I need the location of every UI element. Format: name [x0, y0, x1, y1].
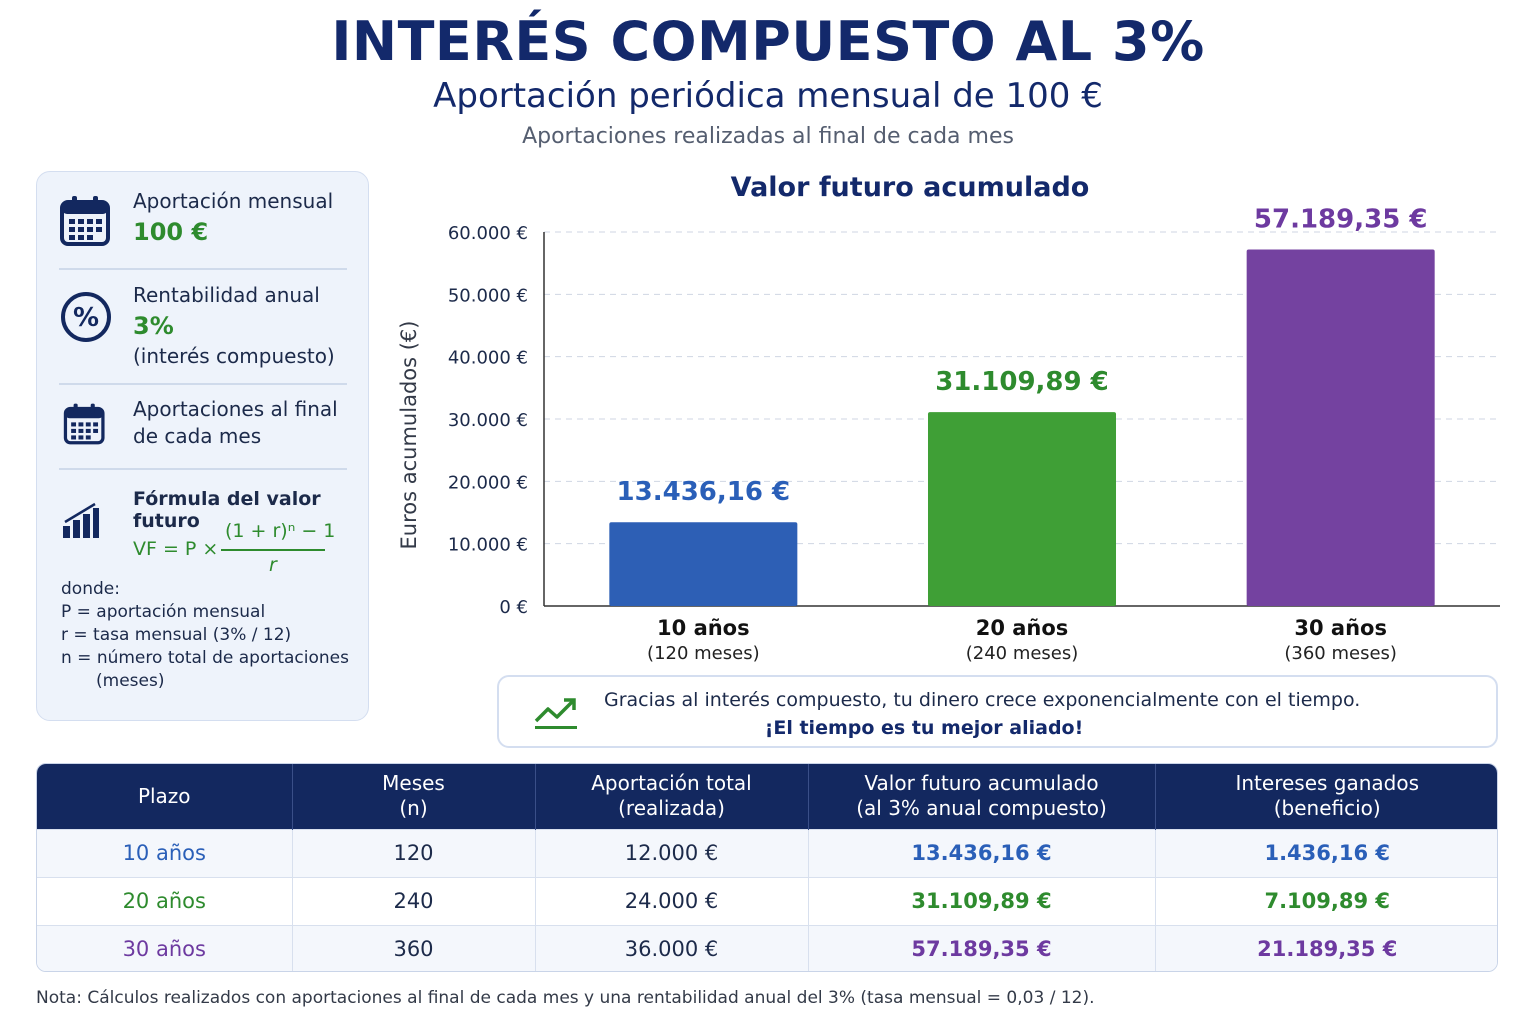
info-panel: Aportación mensual 100 € % Rentabilidad …: [36, 171, 369, 721]
formula: VF = P × (1 + r)ⁿ − 1 r: [133, 520, 363, 580]
timing-line2: de cada mes: [133, 424, 262, 448]
cell-meses: 120: [292, 828, 536, 877]
cell-intereses: 1.436,16 €: [1155, 828, 1497, 877]
summary-table: Plazo Meses (n) Aportación total (realizad…: [36, 763, 1498, 972]
where-n: n = número total de aportaciones: [61, 648, 349, 668]
x-tick-sublabel: (360 meses): [1284, 643, 1397, 664]
where-r: r = tasa mensual (3% / 12): [61, 625, 292, 645]
where-n2: (meses): [96, 671, 165, 691]
cell-aportacion: 36.000 €: [535, 924, 809, 971]
y-tick-label: 20.000 €: [448, 472, 528, 493]
header-plazo: Plazo: [37, 764, 293, 829]
rate-value: 3%: [133, 312, 174, 340]
timing-line1: Aportaciones al final: [133, 397, 338, 421]
cell-plazo: 20 años: [37, 876, 293, 925]
y-tick-label: 40.000 €: [448, 348, 528, 369]
cell-valor: 13.436,16 €: [808, 828, 1156, 877]
y-tick-label: 60.000 €: [448, 223, 528, 244]
cell-valor: 31.109,89 €: [808, 876, 1156, 925]
page-subtitle: Aportación periódica mensual de 100 €: [433, 76, 1103, 116]
table-row: 30 años 360 36.000 € 57.189,35 € 21.189,…: [37, 924, 1497, 971]
formula-legend: donde: P = aportación mensual r = tasa m…: [61, 578, 349, 693]
divider: [59, 468, 347, 470]
table-row: 20 años 240 24.000 € 31.109,89 € 7.109,8…: [37, 876, 1497, 925]
x-tick-sublabel: (240 meses): [966, 643, 1079, 664]
formula-numerator: (1 + r)ⁿ − 1: [225, 520, 336, 542]
header-aportacion: Aportación total (realizada): [535, 764, 809, 829]
rate-note: (interés compuesto): [133, 344, 335, 368]
where-label: donde:: [61, 579, 120, 599]
header-valor: Valor futuro acumulado (al 3% anual compu…: [808, 764, 1156, 829]
footnote: Nota: Cálculos realizados con aportacion…: [36, 988, 1095, 1008]
cell-meses: 240: [292, 876, 536, 925]
rate-label: Rentabilidad anual: [133, 283, 320, 307]
where-p: P = aportación mensual: [61, 602, 266, 622]
formula-denominator: r: [269, 554, 277, 576]
x-tick-sublabel: (120 meses): [647, 643, 760, 664]
page-note: Aportaciones realizadas al final de cada…: [522, 124, 1014, 149]
table-row: 10 años 120 12.000 € 13.436,16 € 1.436,1…: [37, 828, 1497, 877]
cell-valor: 57.189,35 €: [808, 924, 1156, 971]
bar-chart-icon: [63, 502, 99, 538]
page-title: INTERÉS COMPUESTO AL 3%: [331, 10, 1205, 73]
trend-up-icon: [534, 698, 577, 729]
x-tick-label: 10 años: [657, 616, 750, 640]
callout-line1: Gracias al interés compuesto, tu dinero …: [604, 689, 1361, 711]
calendar-icon: [63, 403, 105, 445]
x-tick-label: 30 años: [1294, 616, 1387, 640]
y-tick-label: 50.000 €: [448, 285, 528, 306]
formula-fraction-bar: [221, 549, 325, 551]
x-tick-label: 20 años: [976, 616, 1069, 640]
bar: [927, 412, 1117, 606]
header-intereses: Intereses ganados (beneficio): [1235, 771, 1420, 821]
divider: [59, 383, 347, 385]
cell-intereses: 7.109,89 €: [1155, 876, 1497, 925]
data-label: 57.189,35 €: [1254, 205, 1428, 235]
table-header-row: Plazo Meses (n) Aportación total (realizad…: [37, 764, 1497, 829]
cell-plazo: 10 años: [37, 828, 293, 877]
bar: [1246, 249, 1435, 606]
calendar-icon: [60, 196, 110, 246]
y-tick-label: 10.000 €: [448, 535, 528, 556]
callout-line2: ¡El tiempo es tu mejor aliado!: [764, 717, 1084, 739]
percent-icon: %: [61, 292, 111, 342]
monthly-value: 100 €: [133, 218, 209, 246]
cell-intereses: 21.189,35 €: [1155, 924, 1497, 971]
formula-title: Fórmula del valor futuro: [133, 488, 321, 532]
bar-chart: 0 € 10.000 € 20.000 € 30.000 € 40.000 € 50.00…: [397, 205, 1500, 664]
y-tick-label: 30.000 €: [448, 410, 528, 431]
monthly-label: Aportación mensual: [133, 189, 334, 213]
bar: [609, 522, 798, 606]
callout-box: Gracias al interés compuesto, tu dinero …: [497, 675, 1498, 748]
cell-meses: 360: [292, 924, 536, 971]
data-label: 31.109,89 €: [935, 367, 1109, 397]
header-meses: Meses (n): [292, 764, 536, 829]
cell-plazo: 30 años: [37, 924, 293, 971]
data-label: 13.436,16 €: [617, 477, 791, 507]
divider: [59, 268, 347, 270]
chart-title: Valor futuro acumulado: [730, 172, 1090, 203]
cell-aportacion: 12.000 €: [535, 828, 809, 877]
y-axis-label: Euros acumulados (€): [397, 321, 421, 550]
y-tick-label: 0 €: [499, 597, 528, 618]
cell-aportacion: 24.000 €: [535, 876, 809, 925]
formula-lhs: VF = P ×: [133, 538, 219, 560]
svg-text:%: %: [73, 303, 99, 333]
